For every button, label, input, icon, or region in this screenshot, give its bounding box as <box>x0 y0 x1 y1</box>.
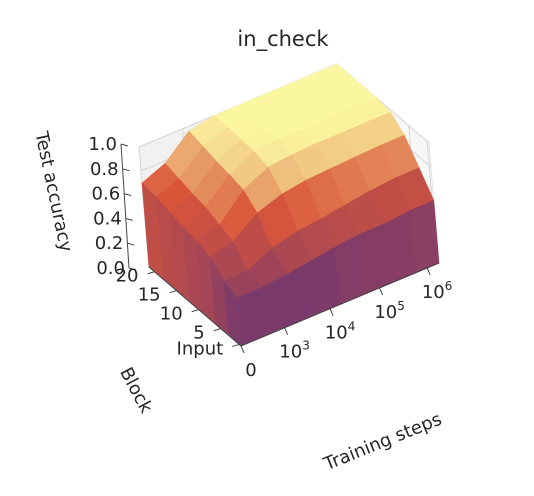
x-tick-label-exponent: 5 <box>397 299 405 313</box>
y-tick-label: 5 <box>193 323 204 344</box>
x-tick-label-exponent: 3 <box>302 339 310 353</box>
x-tick-label: 104 <box>325 320 356 344</box>
y-tick-label: Input <box>177 338 224 359</box>
z-tick-label: 0.6 <box>92 184 121 205</box>
z-axis-line <box>120 143 130 269</box>
z-tick-label: 0.4 <box>93 208 122 229</box>
y-axis-label: Block <box>115 364 157 417</box>
y-tick-label: 10 <box>160 304 183 325</box>
x-tick <box>240 345 245 354</box>
z-tick-label: 0.0 <box>96 258 125 279</box>
axis-ticks <box>120 143 440 354</box>
x-tick-label-base: 10 <box>422 282 445 303</box>
z-tick <box>127 242 135 246</box>
y-axis-line <box>148 266 242 347</box>
x-tick <box>329 308 334 316</box>
z-tick-label: 0.2 <box>95 233 124 254</box>
x-tick-label-base: 10 <box>325 323 348 344</box>
z-tick <box>120 143 129 147</box>
x-tick-label-base: 10 <box>279 342 302 363</box>
x-tick-label-base: 10 <box>374 302 397 323</box>
z-tick <box>124 193 132 197</box>
x-tick-label-exponent: 6 <box>445 279 453 293</box>
y-tick-label: 20 <box>116 266 139 287</box>
surface-side-facet <box>409 200 440 274</box>
y-tick <box>169 290 177 294</box>
x-axis-label: Training steps <box>320 409 445 476</box>
y-tick <box>213 328 221 332</box>
z-tick-label: 0.8 <box>90 159 119 180</box>
x-tick-label: 106 <box>422 279 453 303</box>
surface-side-facet <box>384 210 416 285</box>
y-tick <box>147 271 155 275</box>
y-tick-label: 15 <box>138 285 161 306</box>
x-tick-label: 103 <box>279 339 310 363</box>
x-axis-line <box>240 262 440 347</box>
z-tick <box>128 267 137 271</box>
y-tick <box>232 343 240 347</box>
chart-title: in_check <box>237 27 329 52</box>
z-tick-label: 1.0 <box>88 134 117 155</box>
x-tick <box>426 267 431 276</box>
x-tick-label: 105 <box>374 299 405 323</box>
surface-side-facet <box>358 223 390 295</box>
z-axis-label: Test accuracy <box>30 129 76 254</box>
surface <box>141 63 440 347</box>
x-tick-label-base: 0 <box>245 360 256 381</box>
x-tick <box>379 287 384 296</box>
x-tick-label-exponent: 4 <box>348 320 356 334</box>
x-tick-label: 0 <box>245 360 256 381</box>
z-tick <box>125 217 133 221</box>
z-tick <box>122 168 130 172</box>
y-tick <box>191 309 199 313</box>
x-tick <box>284 327 289 335</box>
